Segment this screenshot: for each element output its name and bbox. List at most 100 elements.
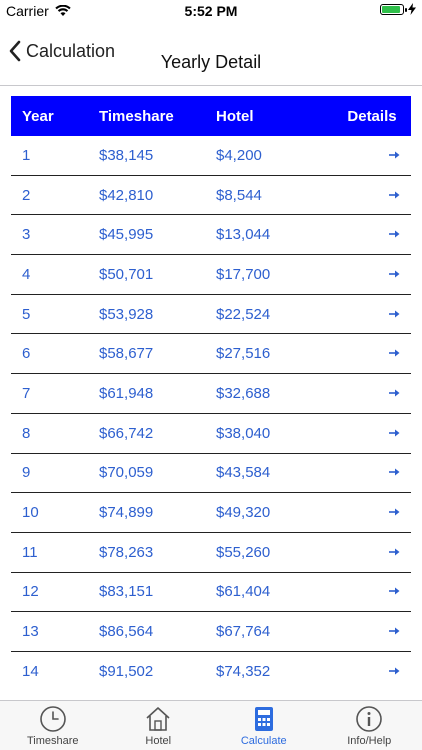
header-details: Details — [347, 107, 397, 125]
tab-info-help-label: Info/Help — [347, 735, 392, 747]
row-year: 14 — [22, 663, 39, 681]
table-row[interactable]: 13 $86,564 $67,764 — [11, 612, 411, 652]
row-details-link[interactable] — [333, 226, 411, 243]
row-details-link[interactable] — [333, 266, 411, 283]
arrow-right-icon[interactable] — [389, 190, 401, 200]
page-title: Yearly Detail — [160, 52, 262, 72]
back-label: Calculation — [26, 40, 116, 61]
arrow-right-icon[interactable] — [389, 388, 401, 398]
arrow-right-icon[interactable] — [389, 666, 401, 676]
table-row[interactable]: 8 $66,742 $38,040 — [11, 414, 411, 454]
arrow-right-icon[interactable] — [389, 626, 401, 636]
table-row[interactable]: 2 $42,810 $8,544 — [11, 176, 411, 216]
table-row[interactable]: 6 $58,677 $27,516 — [11, 334, 411, 375]
table-row[interactable]: 7 $61,948 $32,688 — [11, 374, 411, 414]
tab-timeshare[interactable]: Timeshare — [0, 701, 106, 750]
status-left: Carrier — [6, 3, 71, 19]
row-hotel-cost: $74,352 — [216, 663, 271, 681]
row-timeshare-cost: $58,677 — [99, 345, 154, 363]
tab-hotel[interactable]: Hotel — [106, 701, 212, 750]
row-timeshare-cost: $78,263 — [99, 543, 154, 561]
row-details-link[interactable] — [333, 147, 411, 164]
table-row[interactable]: 1 $38,145 $4,200 — [11, 136, 411, 176]
arrow-right-icon[interactable] — [389, 428, 401, 438]
arrow-right-icon[interactable] — [389, 507, 401, 517]
table-row[interactable]: 3 $45,995 $13,044 — [11, 215, 411, 256]
row-hotel-cost: $43,584 — [216, 464, 271, 482]
wifi-icon — [55, 5, 71, 16]
tab-hotel-label: Hotel — [145, 735, 172, 747]
tab-calculate[interactable]: Calculate — [211, 701, 317, 750]
row-hotel-cost: $67,764 — [216, 623, 271, 641]
row-hotel-cost: $55,260 — [216, 543, 271, 561]
row-details-link[interactable] — [333, 385, 411, 402]
row-year: 6 — [22, 345, 31, 363]
table-row[interactable]: 4 $50,701 $17,700 — [11, 255, 411, 295]
row-year: 3 — [22, 226, 31, 244]
row-details-link[interactable] — [333, 345, 411, 362]
row-details-link[interactable] — [333, 544, 411, 561]
row-details-link[interactable] — [333, 306, 411, 323]
row-details-link[interactable] — [333, 663, 411, 680]
header-year: Year — [22, 107, 54, 125]
row-year: 8 — [22, 424, 31, 442]
table-header: Year Timeshare Hotel Details — [11, 96, 411, 136]
arrow-right-icon[interactable] — [389, 269, 401, 279]
row-year: 4 — [22, 265, 31, 283]
row-details-link[interactable] — [333, 464, 411, 481]
tab-calculate-label: Calculate — [240, 735, 287, 747]
back-button[interactable]: Calculation — [8, 40, 115, 62]
arrow-right-icon[interactable] — [389, 229, 401, 239]
arrow-right-icon[interactable] — [389, 467, 401, 477]
charging-bolt-icon — [408, 3, 416, 15]
row-timeshare-cost: $38,145 — [99, 146, 154, 164]
table-row[interactable]: 12 $83,151 $61,404 — [11, 573, 411, 613]
table-body: 1 $38,145 $4,200 2 $42,810 $8,544 3 $45,995 $13,… — [11, 136, 411, 692]
row-details-link[interactable] — [333, 504, 411, 521]
status-right — [380, 3, 416, 15]
row-hotel-cost: $32,688 — [216, 384, 271, 402]
table-row[interactable]: 11 $78,263 $55,260 — [11, 533, 411, 573]
row-hotel-cost: $61,404 — [216, 583, 271, 601]
table-row[interactable]: 10 $74,899 $49,320 — [11, 493, 411, 533]
row-details-link[interactable] — [333, 187, 411, 204]
row-timeshare-cost: $86,564 — [99, 623, 154, 641]
row-details-link[interactable] — [333, 583, 411, 600]
status-time: 5:52 PM — [184, 3, 238, 19]
navigation-bar: Calculation Yearly Detail — [0, 22, 422, 86]
row-hotel-cost: $17,700 — [216, 265, 271, 283]
row-year: 10 — [22, 504, 39, 522]
arrow-right-icon[interactable] — [389, 150, 401, 160]
row-year: 2 — [22, 186, 31, 204]
row-details-link[interactable] — [333, 425, 411, 442]
table-row[interactable]: 14 $91,502 $74,352 — [11, 652, 411, 692]
row-year: 9 — [22, 464, 31, 482]
row-year: 12 — [22, 583, 39, 601]
row-timeshare-cost: $61,948 — [99, 384, 154, 402]
arrow-right-icon[interactable] — [389, 586, 401, 596]
row-hotel-cost: $13,044 — [216, 226, 271, 244]
tab-info-help[interactable]: Info/Help — [317, 701, 422, 750]
tab-timeshare-label: Timeshare — [26, 735, 79, 747]
table-row[interactable]: 5 $53,928 $22,524 — [11, 295, 411, 335]
row-details-link[interactable] — [333, 623, 411, 640]
arrow-right-icon[interactable] — [389, 309, 401, 319]
row-year: 1 — [22, 146, 31, 164]
carrier-label: Carrier — [6, 3, 49, 19]
row-timeshare-cost: $70,059 — [99, 464, 154, 482]
arrow-right-icon[interactable] — [389, 348, 401, 358]
row-timeshare-cost: $50,701 — [99, 265, 154, 283]
clock-icon — [39, 706, 66, 732]
row-timeshare-cost: $42,810 — [99, 186, 154, 204]
arrow-right-icon[interactable] — [389, 547, 401, 557]
row-hotel-cost: $8,544 — [216, 186, 262, 204]
tab-bar: Timeshare Hotel Calculate Info/Help — [0, 700, 422, 750]
table-row[interactable]: 9 $70,059 $43,584 — [11, 454, 411, 494]
row-timeshare-cost: $53,928 — [99, 305, 154, 323]
row-year: 11 — [22, 543, 38, 561]
house-icon — [146, 707, 170, 731]
row-hotel-cost: $27,516 — [216, 345, 271, 363]
row-hotel-cost: $22,524 — [216, 305, 271, 323]
yearly-detail-table: Year Timeshare Hotel Details 1 $38,145 $4,… — [11, 96, 411, 692]
row-timeshare-cost: $83,151 — [99, 583, 154, 601]
